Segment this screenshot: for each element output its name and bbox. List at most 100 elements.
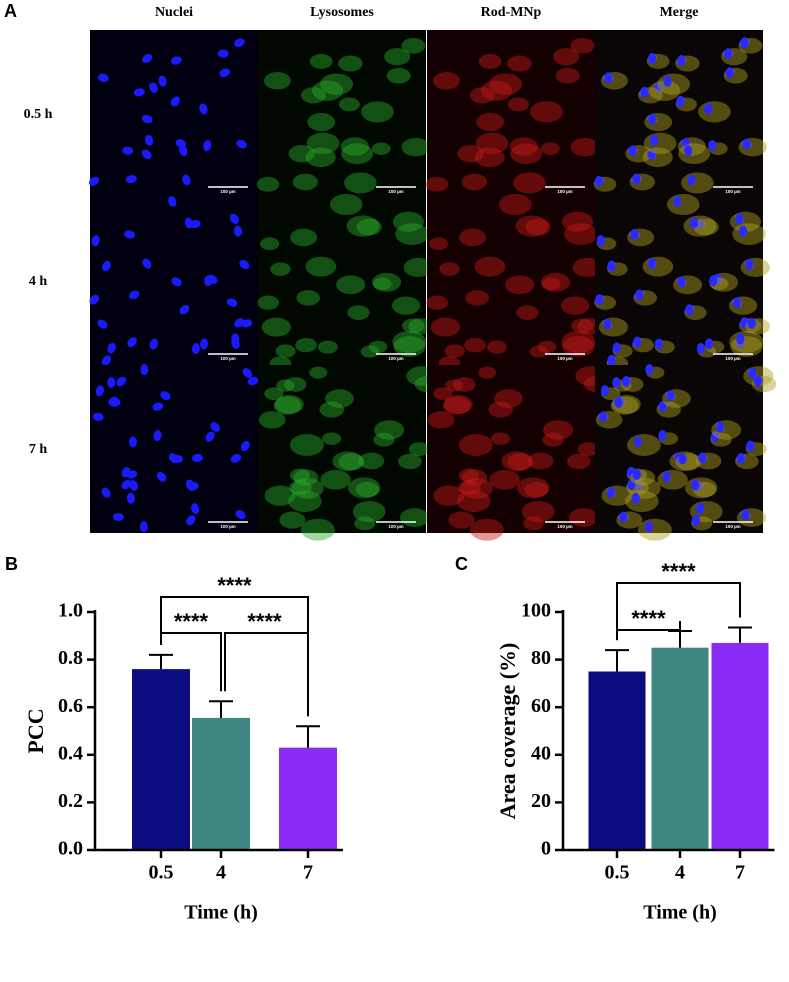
cell-body bbox=[480, 80, 513, 101]
cell-body bbox=[458, 480, 481, 496]
cell-body bbox=[408, 318, 434, 335]
bar bbox=[588, 671, 646, 850]
micrograph: 100 µm bbox=[426, 193, 603, 371]
cell-body bbox=[288, 490, 322, 513]
nucleus bbox=[627, 479, 636, 491]
cell-body bbox=[402, 318, 425, 334]
cell-body bbox=[257, 295, 280, 310]
cell-body bbox=[264, 387, 284, 401]
nucleus bbox=[242, 368, 253, 378]
cell-body bbox=[433, 387, 453, 401]
nucleus bbox=[89, 294, 99, 305]
cell-body bbox=[524, 481, 549, 498]
micrograph: 100 µm bbox=[594, 193, 771, 371]
y-tick-label: 1.0 bbox=[58, 600, 83, 622]
nucleus bbox=[91, 235, 100, 247]
nucleus bbox=[633, 436, 642, 448]
nucleus bbox=[203, 140, 212, 152]
cell-body bbox=[340, 137, 369, 156]
cell-body bbox=[643, 132, 677, 154]
nucleus bbox=[127, 337, 137, 348]
cell-body bbox=[426, 295, 449, 310]
nucleus bbox=[696, 218, 705, 230]
cell-body bbox=[662, 389, 691, 408]
cell-body bbox=[571, 318, 594, 334]
nucleus bbox=[205, 431, 215, 442]
micrograph: 100 µm bbox=[595, 364, 777, 541]
nucleus bbox=[171, 454, 183, 463]
cell-body bbox=[444, 344, 465, 358]
nucleus bbox=[185, 479, 195, 491]
cell-body bbox=[698, 101, 731, 123]
cell-body bbox=[510, 143, 543, 165]
cell-body bbox=[309, 366, 328, 379]
cell-body bbox=[494, 389, 523, 408]
cell-body bbox=[392, 296, 421, 315]
nucleus bbox=[599, 411, 608, 423]
y-tick-label: 0.0 bbox=[58, 838, 83, 860]
nucleus bbox=[733, 297, 742, 309]
cell-body bbox=[336, 275, 366, 295]
nucleus bbox=[124, 230, 136, 239]
nucleus bbox=[748, 367, 757, 379]
significance-label: **** bbox=[631, 606, 666, 631]
nucleus bbox=[178, 145, 188, 156]
cell-body bbox=[292, 173, 318, 191]
cell-body bbox=[371, 142, 391, 155]
nucleus bbox=[92, 412, 104, 421]
nucleus bbox=[633, 336, 642, 348]
cell-body bbox=[461, 173, 487, 191]
micrograph: 100 µm bbox=[593, 30, 767, 198]
cell-body bbox=[360, 345, 380, 358]
cell-body bbox=[347, 477, 381, 499]
bar bbox=[651, 647, 709, 850]
cell-body bbox=[309, 53, 333, 69]
nucleus bbox=[741, 509, 750, 521]
nucleus bbox=[139, 521, 148, 533]
y-tick-label: 80 bbox=[531, 647, 551, 669]
cell-body bbox=[657, 73, 691, 95]
micrograph-bg bbox=[90, 30, 258, 198]
nucleus bbox=[742, 138, 751, 150]
nucleus bbox=[740, 317, 749, 329]
nucleus bbox=[644, 521, 653, 533]
bar bbox=[711, 642, 769, 850]
cell-body bbox=[458, 468, 480, 482]
x-axis-label: Time (h) bbox=[184, 902, 258, 924]
nucleus bbox=[736, 333, 745, 345]
cell-body bbox=[598, 317, 628, 337]
nucleus bbox=[200, 338, 209, 350]
bar bbox=[279, 747, 337, 850]
cell-body bbox=[432, 71, 460, 90]
nucleus bbox=[648, 52, 657, 64]
cell-body bbox=[384, 48, 411, 66]
nucleus bbox=[704, 103, 713, 115]
y-axis-label: PCC bbox=[23, 708, 48, 753]
cell-body bbox=[276, 379, 295, 392]
cell-body bbox=[256, 176, 280, 192]
cell-body bbox=[325, 389, 354, 408]
scale-bar-label: 100 µm bbox=[388, 524, 403, 529]
cell-body bbox=[515, 215, 549, 237]
nucleus bbox=[647, 148, 656, 160]
cell-body bbox=[329, 193, 363, 216]
cell-body bbox=[392, 211, 424, 232]
nucleus bbox=[711, 431, 720, 443]
cell-body bbox=[501, 451, 532, 472]
nucleus bbox=[121, 480, 132, 490]
nucleus bbox=[141, 149, 152, 160]
cell-body bbox=[300, 518, 335, 541]
cell-body bbox=[261, 317, 291, 337]
nucleus bbox=[144, 134, 154, 146]
cell-body bbox=[530, 101, 563, 123]
nucleus bbox=[191, 503, 200, 514]
nucleus bbox=[607, 487, 616, 499]
nucleus bbox=[677, 54, 686, 66]
nucleus bbox=[125, 175, 137, 184]
cell-body bbox=[264, 485, 296, 506]
cell-body bbox=[570, 37, 595, 54]
nucleus bbox=[631, 492, 640, 504]
cell-body bbox=[442, 396, 471, 415]
cell-body bbox=[489, 469, 520, 490]
cell-body bbox=[300, 87, 326, 104]
